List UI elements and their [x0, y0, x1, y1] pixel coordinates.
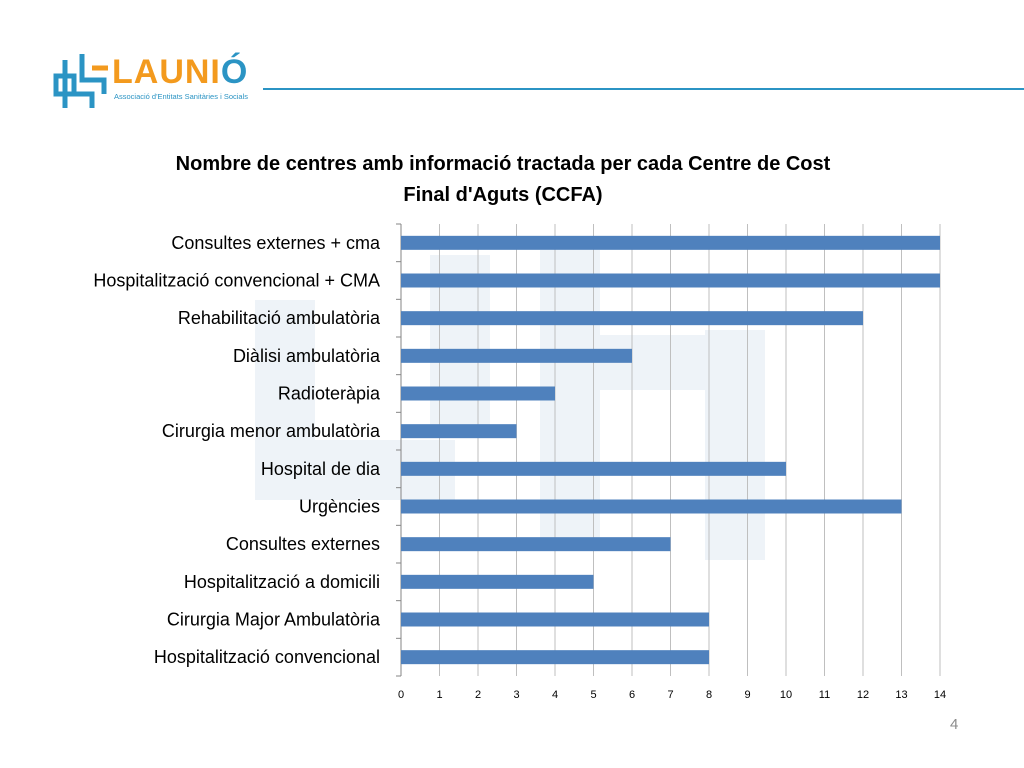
bar-4 [401, 348, 632, 363]
bar-7 [401, 461, 786, 476]
chart-plot-area: Consultes externes + cma Hospitalització … [93, 223, 946, 701]
page-number: 4 [950, 716, 959, 733]
category-label: Consultes externes + cma [171, 233, 381, 253]
category-label: Hospital de dia [261, 459, 381, 479]
category-label: Hospitalització convencional + CMA [93, 271, 380, 291]
bar-8 [401, 499, 902, 514]
bar-9 [401, 537, 671, 552]
bar-3 [401, 311, 863, 326]
category-label: Radioteràpia [278, 384, 381, 404]
bar-12 [401, 650, 709, 665]
chart-title-line-1: Nombre de centres amb informació tractad… [176, 153, 831, 175]
logo-tagline: Associació d'Entitats Sanitàries i Socia… [114, 92, 248, 101]
header-rule [263, 88, 1024, 90]
category-label: Rehabilitació ambulatòria [178, 308, 381, 328]
category-label: Hospitalització a domicili [184, 572, 380, 592]
x-tick-label: 12 [857, 689, 869, 701]
bar-1 [401, 235, 940, 250]
x-tick-label: 2 [475, 689, 481, 701]
x-tick-label: 6 [629, 689, 635, 701]
x-tick-label: 1 [436, 689, 442, 701]
x-tick-label: 3 [513, 689, 519, 701]
bar-11 [401, 612, 709, 627]
logo-word-accent: Ó [220, 53, 249, 91]
x-tick-label: 13 [895, 689, 907, 701]
category-label: Diàlisi ambulatòria [233, 346, 381, 366]
category-label: Urgències [299, 497, 380, 517]
x-tick-label: 9 [744, 689, 750, 701]
chart-title-line-2: Final d'Aguts (CCFA) [403, 184, 602, 206]
category-label: Cirurgia Major Ambulatòria [167, 610, 381, 630]
bar-6 [401, 424, 517, 439]
launio-logo: LAUNIÓ Associació d'Entitats Sanitàries … [52, 50, 267, 112]
bar-10 [401, 574, 594, 589]
bar-5 [401, 386, 555, 401]
x-tick-label: 10 [780, 689, 792, 701]
x-tick-label: 11 [819, 689, 830, 701]
bar-2 [401, 273, 940, 288]
x-tick-label: 4 [552, 689, 558, 701]
category-label: Consultes externes [226, 534, 380, 554]
x-tick-label: 14 [934, 689, 946, 701]
logo-emblem-icon [53, 54, 108, 108]
logo-wordmark: LAUNIÓ [112, 54, 248, 90]
logo-word-main: LAUNI [112, 53, 221, 91]
x-tick-label: 8 [706, 689, 712, 701]
x-tick-label: 7 [667, 689, 673, 701]
category-label: Cirurgia menor ambulatòria [162, 421, 381, 441]
x-tick-label: 0 [398, 689, 404, 701]
category-label: Hospitalització convencional [154, 647, 380, 667]
x-tick-label: 5 [590, 689, 596, 701]
